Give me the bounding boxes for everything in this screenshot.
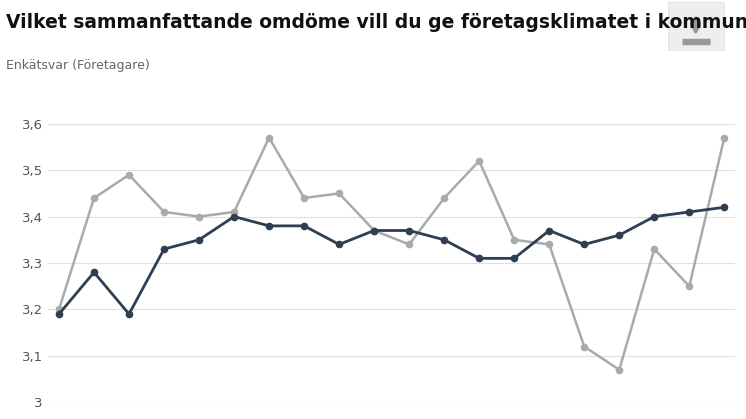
Text: Enkätsvar (Företagare): Enkätsvar (Företagare) — [6, 59, 150, 72]
Text: Vilket sammanfattande omdöme vill du ge företagsklimatet i kommunen: Vilket sammanfattande omdöme vill du ge … — [6, 13, 746, 31]
